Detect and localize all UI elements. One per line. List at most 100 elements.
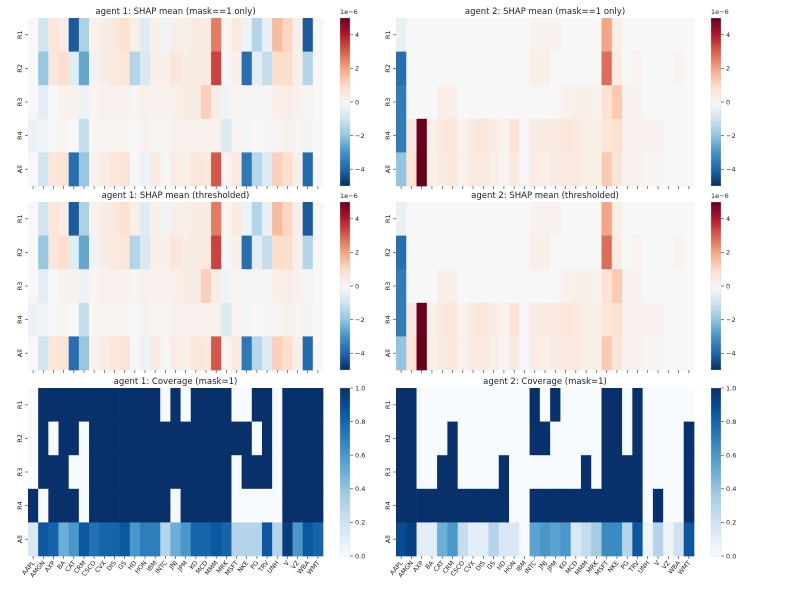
heatmap-cell [447, 202, 459, 236]
colorbar-exponent: 1e−6 [711, 8, 729, 16]
heatmap-cell [539, 388, 551, 422]
heatmap-cell [282, 336, 293, 371]
x-tick-label: DIS [106, 560, 118, 573]
heatmap-cell [58, 388, 70, 422]
heatmap-cell [119, 235, 131, 270]
heatmap-cell [190, 269, 202, 304]
heatmap-cell [550, 152, 561, 187]
heatmap-cell [58, 455, 70, 490]
heatmap-cell [139, 455, 151, 490]
heatmap-cell [241, 118, 253, 153]
heatmap-cell [231, 522, 242, 557]
heatmap-cell [529, 18, 541, 52]
y-tick-label: R2 [384, 64, 392, 73]
heatmap-cell [312, 388, 324, 422]
heatmap-cell [611, 118, 623, 153]
heatmap-cell [467, 302, 479, 337]
heatmap-cell [109, 118, 120, 153]
x-tick-label: NKE [237, 560, 251, 574]
x-tick-label: V [283, 559, 292, 567]
heatmap-cell [282, 388, 293, 422]
heatmap-cell [591, 118, 602, 153]
heatmap-cell [447, 455, 459, 490]
heatmap-cell [683, 336, 695, 371]
heatmap-cell [292, 336, 303, 371]
heatmap-cell [78, 85, 90, 120]
heatmap-cell [139, 118, 151, 153]
heatmap-cell [396, 488, 407, 523]
x-tick-label: HD [496, 560, 508, 572]
heatmap-cell [190, 118, 202, 153]
heatmap-cell [221, 522, 232, 557]
heatmap-cell [406, 152, 417, 187]
heatmap-cell [28, 152, 39, 187]
heatmap-cell [580, 336, 592, 371]
heatmap-cell [539, 488, 551, 523]
y-tick-label: All [16, 165, 24, 173]
heatmap-cell [467, 18, 479, 52]
heatmap-cell [622, 336, 633, 371]
x-tick-label: KO [558, 560, 569, 571]
heatmap-cell [529, 421, 541, 456]
heatmap-cell [580, 18, 592, 52]
heatmap-cell [447, 152, 459, 187]
heatmap-cell [467, 388, 479, 422]
heatmap-cell [38, 488, 49, 523]
heatmap-cell [498, 302, 510, 337]
heatmap-cell [129, 202, 141, 236]
heatmap-cell [488, 235, 500, 270]
heatmap-cell [632, 302, 643, 337]
heatmap-cell [119, 18, 131, 52]
heatmap-cell [611, 455, 623, 490]
heatmap-cell [170, 18, 181, 52]
heatmap-cell [683, 455, 695, 490]
panel-agent1-coverage: agent 1: Coverage (mask=1)R1R2R3R4AllAAP… [16, 377, 365, 579]
heatmap-cell [200, 18, 212, 52]
x-tick-label: JNJ [168, 560, 180, 572]
heatmap-cell [129, 388, 141, 422]
heatmap-cell [180, 235, 192, 270]
heatmap-cell [683, 269, 695, 304]
heatmap-cell [416, 488, 428, 523]
heatmap-cell [550, 202, 561, 236]
y-tick-label: R4 [384, 131, 392, 140]
heatmap-cell [89, 202, 100, 236]
heatmap-cell [78, 235, 90, 270]
heatmap-cell [89, 51, 100, 86]
heatmap-cell [591, 202, 602, 236]
heatmap-cell [170, 202, 181, 236]
heatmap-cell [683, 421, 695, 456]
y-tick-label: R4 [16, 131, 24, 140]
heatmap-cell [261, 302, 273, 337]
heatmap-cell [652, 302, 664, 337]
heatmap-cell [447, 421, 459, 456]
heatmap-cell [139, 235, 151, 270]
heatmap-cell [478, 85, 489, 120]
heatmap-cell [221, 18, 232, 52]
heatmap-cell [580, 455, 592, 490]
heatmap-cell [68, 388, 80, 422]
heatmap-cell [642, 522, 654, 557]
heatmap-cell [211, 302, 222, 337]
heatmap-cell [550, 18, 561, 52]
heatmap-cell [48, 269, 59, 304]
heatmap-cell [28, 18, 39, 52]
heatmap-cell [261, 18, 273, 52]
heatmap-cell [467, 85, 479, 120]
heatmap-cell [150, 202, 161, 236]
heatmap-cell [447, 18, 459, 52]
heatmap-cell [611, 269, 623, 304]
heatmap-cell [89, 522, 100, 557]
heatmap-cell [251, 302, 263, 337]
heatmap-cell [261, 269, 273, 304]
x-tick-label: INTC [524, 559, 539, 575]
heatmap-cell [272, 388, 283, 422]
colorbar-tick-label: 2 [726, 249, 730, 257]
colorbar-tick-label: −2 [726, 316, 736, 324]
heatmap-cell [99, 302, 110, 337]
heatmap-cell [170, 336, 181, 371]
heatmap-cell [272, 421, 283, 456]
colorbar-tick-label: −2 [355, 132, 365, 140]
heatmap-cell [119, 488, 131, 523]
heatmap-cell [550, 336, 561, 371]
